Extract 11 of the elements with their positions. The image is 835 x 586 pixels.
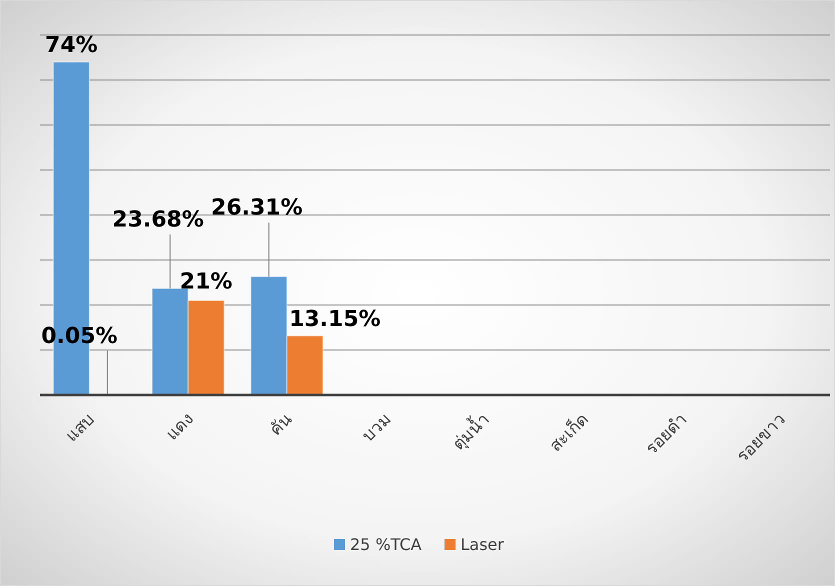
x-tick-label: บวม	[358, 409, 396, 446]
x-tick-label: แดง	[162, 409, 198, 445]
x-tick-label: คัน	[266, 409, 296, 440]
data-label: 26.31%	[211, 196, 303, 221]
legend-label: Laser	[460, 535, 504, 554]
x-tick-label: แสบ	[62, 409, 99, 446]
data-label: 74%	[45, 33, 98, 58]
data-label: 13.15%	[289, 306, 381, 332]
data-label: 23.68%	[112, 207, 204, 232]
data-label: 21%	[180, 270, 232, 294]
legend-label: 25 %TCA	[350, 535, 422, 554]
